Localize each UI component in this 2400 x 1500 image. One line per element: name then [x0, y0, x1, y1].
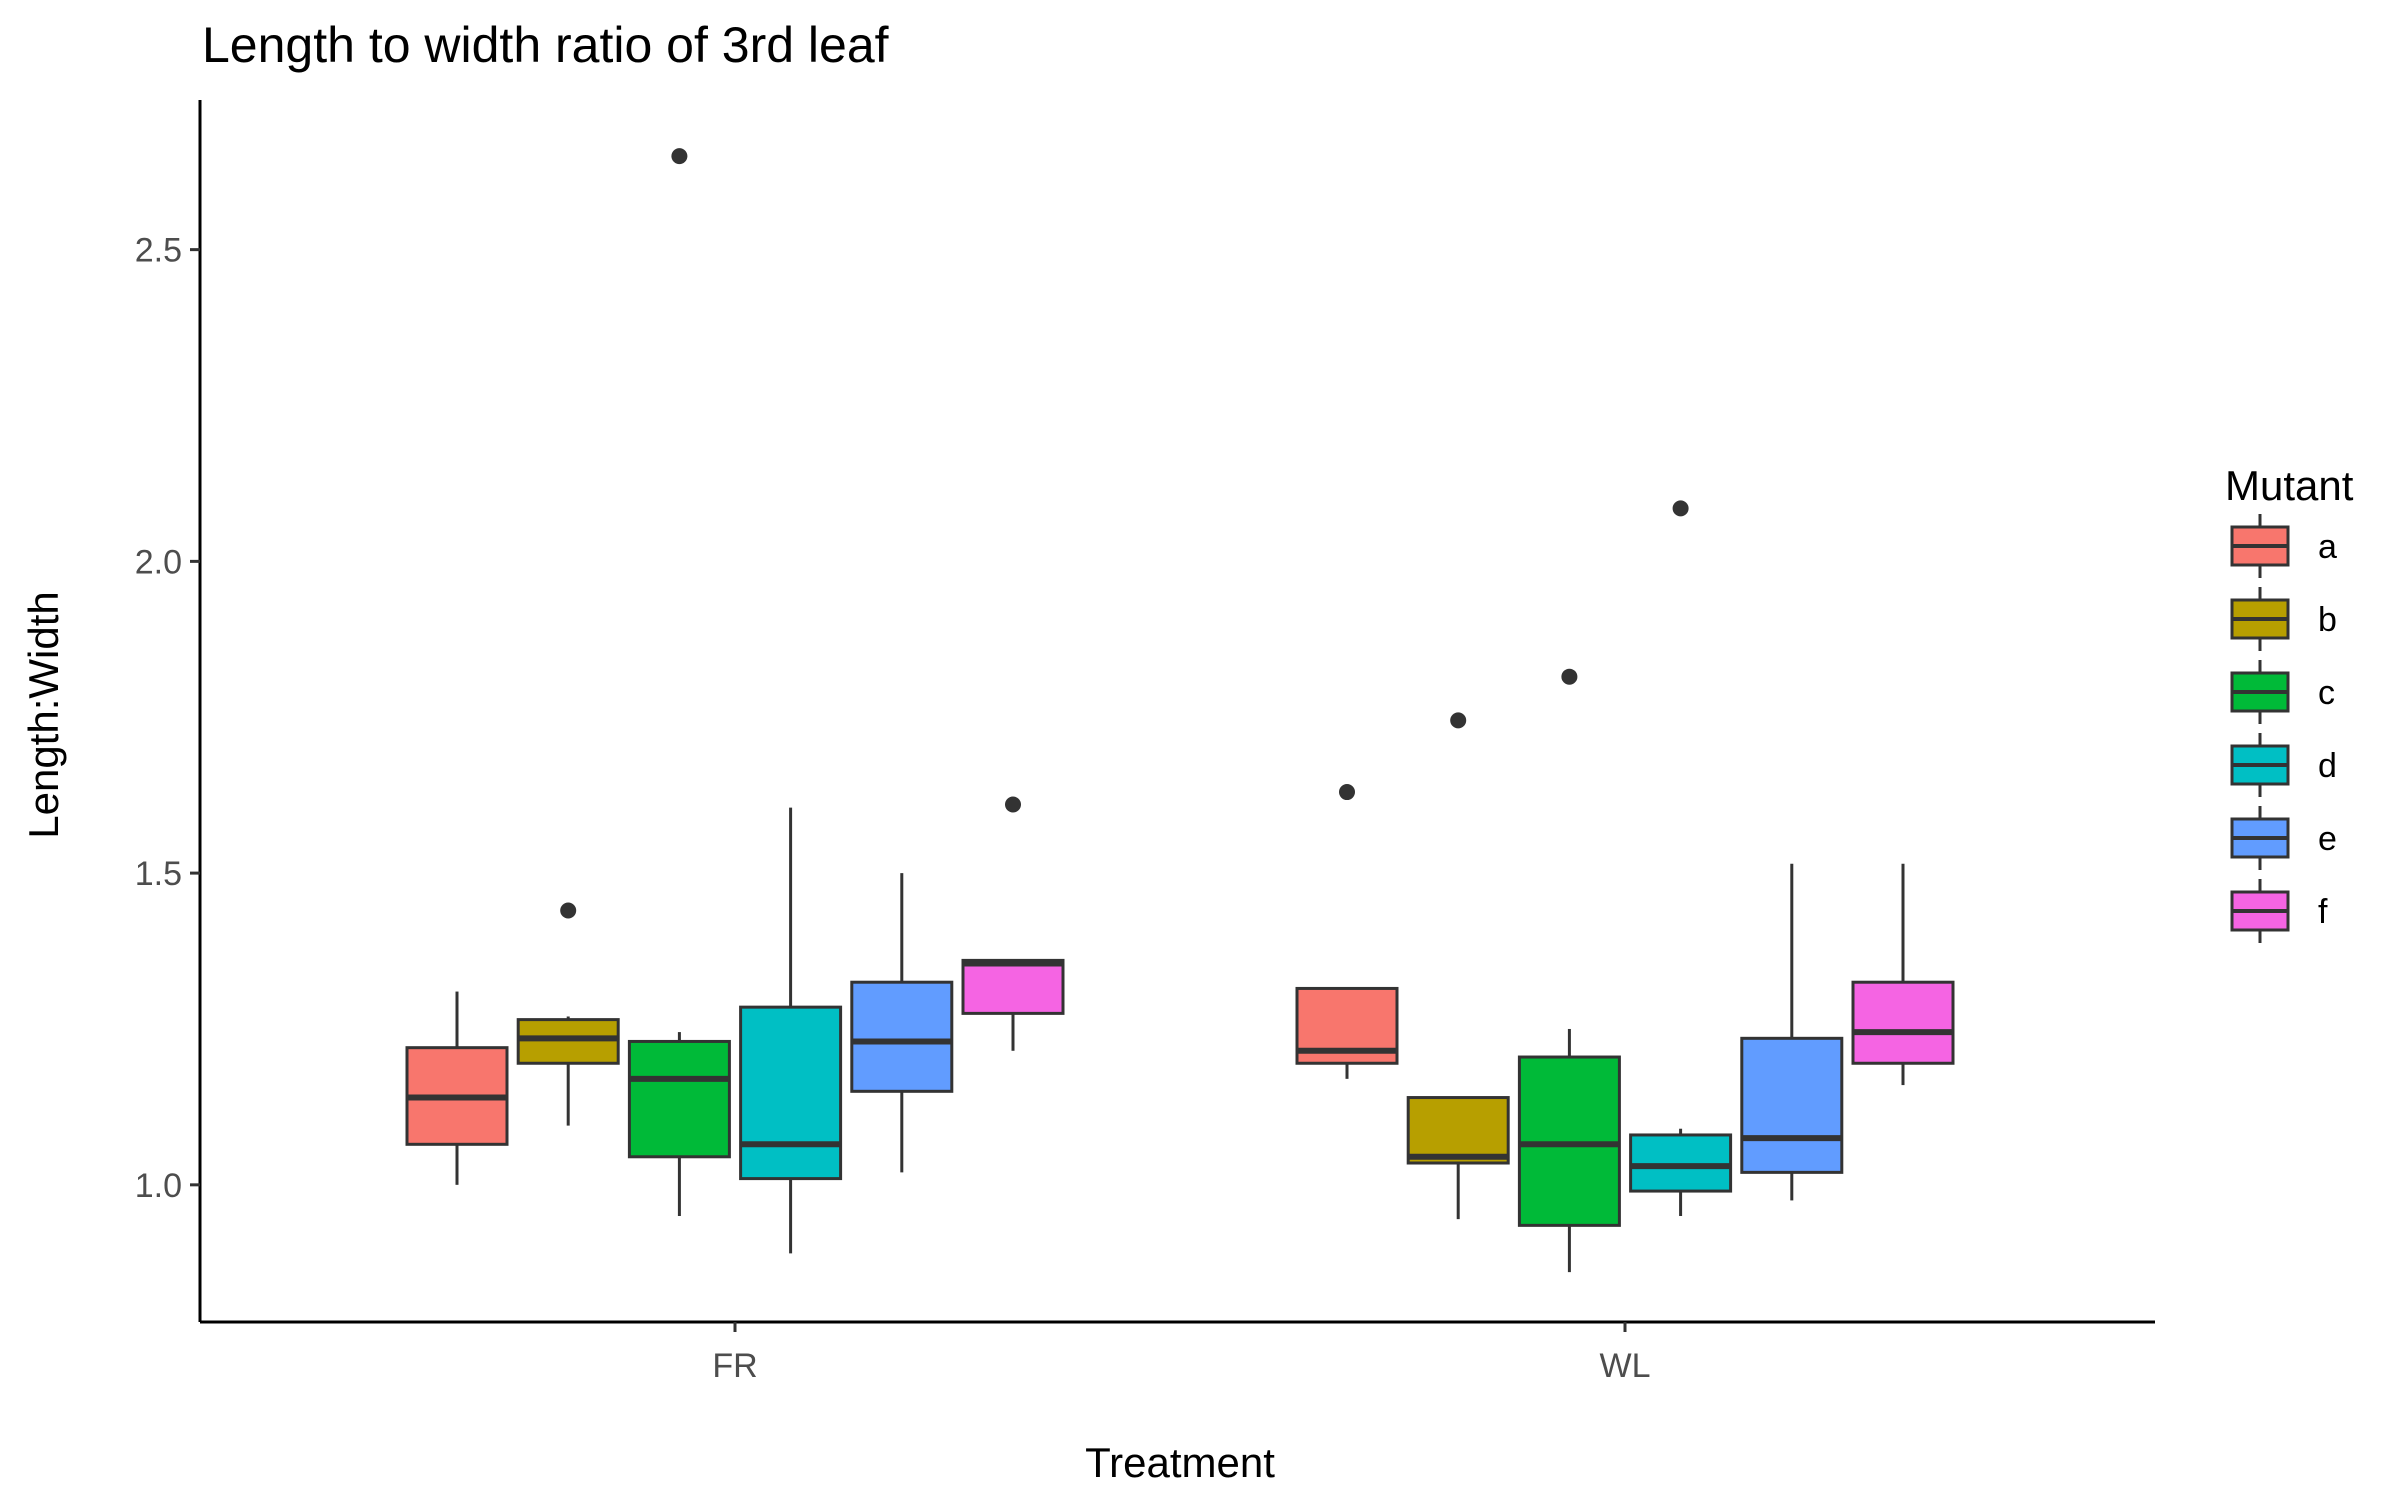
box-d-FR [739, 807, 843, 1254]
box-d-WL [1629, 500, 1733, 1217]
box-iqr [1406, 1096, 1510, 1165]
x-tick-label: FR [712, 1347, 757, 1385]
outlier-point [1561, 668, 1578, 685]
y-tick-label: 1.0 [135, 1167, 182, 1205]
legend-item-e: e [2230, 806, 2337, 870]
plot-area: 1.0 1.5 2.0 2.5 FR WL [135, 100, 2155, 1385]
box-iqr [1517, 1055, 1621, 1227]
box-iqr [516, 1018, 620, 1065]
outlier-point [1339, 784, 1355, 801]
legend-title: Mutant [2225, 462, 2354, 509]
box-iqr [1629, 1133, 1733, 1193]
y-tick-label: 1.5 [135, 855, 182, 893]
outlier-point [1005, 796, 1021, 813]
y-tick-label: 2.5 [135, 232, 182, 270]
x-axis-title: Treatment [1085, 1439, 1275, 1486]
box-c-WL [1517, 668, 1621, 1273]
box-e-WL [1740, 863, 1844, 1201]
box-b-WL [1406, 712, 1510, 1220]
legend-label: a [2318, 528, 2337, 566]
outlier-point [1672, 500, 1689, 517]
outlier-point [1450, 712, 1467, 729]
legend-label: e [2318, 820, 2337, 858]
box-iqr [1740, 1036, 1844, 1174]
y-tick-label: 2.0 [135, 543, 182, 581]
legend-label: f [2318, 893, 2328, 931]
legend-item-d: d [2230, 733, 2337, 797]
box-iqr [739, 1005, 843, 1181]
box-b-FR [516, 902, 620, 1126]
legend-item-c: c [2230, 660, 2335, 724]
box-iqr [1851, 980, 1955, 1065]
outlier-point [671, 148, 688, 165]
legend-label: d [2318, 747, 2337, 785]
box-iqr [627, 1039, 731, 1159]
box-iqr [961, 958, 1065, 1015]
box-e-FR [850, 873, 954, 1173]
box-f-WL [1851, 863, 1955, 1086]
y-axis-title: Length:Width [20, 591, 67, 839]
box-iqr [850, 980, 954, 1093]
legend-label: c [2318, 674, 2335, 712]
legend-item-f: f [2230, 879, 2328, 943]
box-f-FR [961, 796, 1065, 1051]
x-tick-label: WL [1600, 1347, 1651, 1385]
legend-item-a: a [2230, 514, 2337, 578]
box-c-FR [627, 148, 731, 1217]
legend-label: b [2318, 601, 2337, 639]
chart-title: Length to width ratio of 3rd leaf [202, 17, 889, 73]
legend-item-b: b [2230, 587, 2337, 651]
outlier-point [560, 902, 577, 919]
box-a-FR [405, 991, 509, 1185]
box-a-WL [1295, 784, 1399, 1079]
